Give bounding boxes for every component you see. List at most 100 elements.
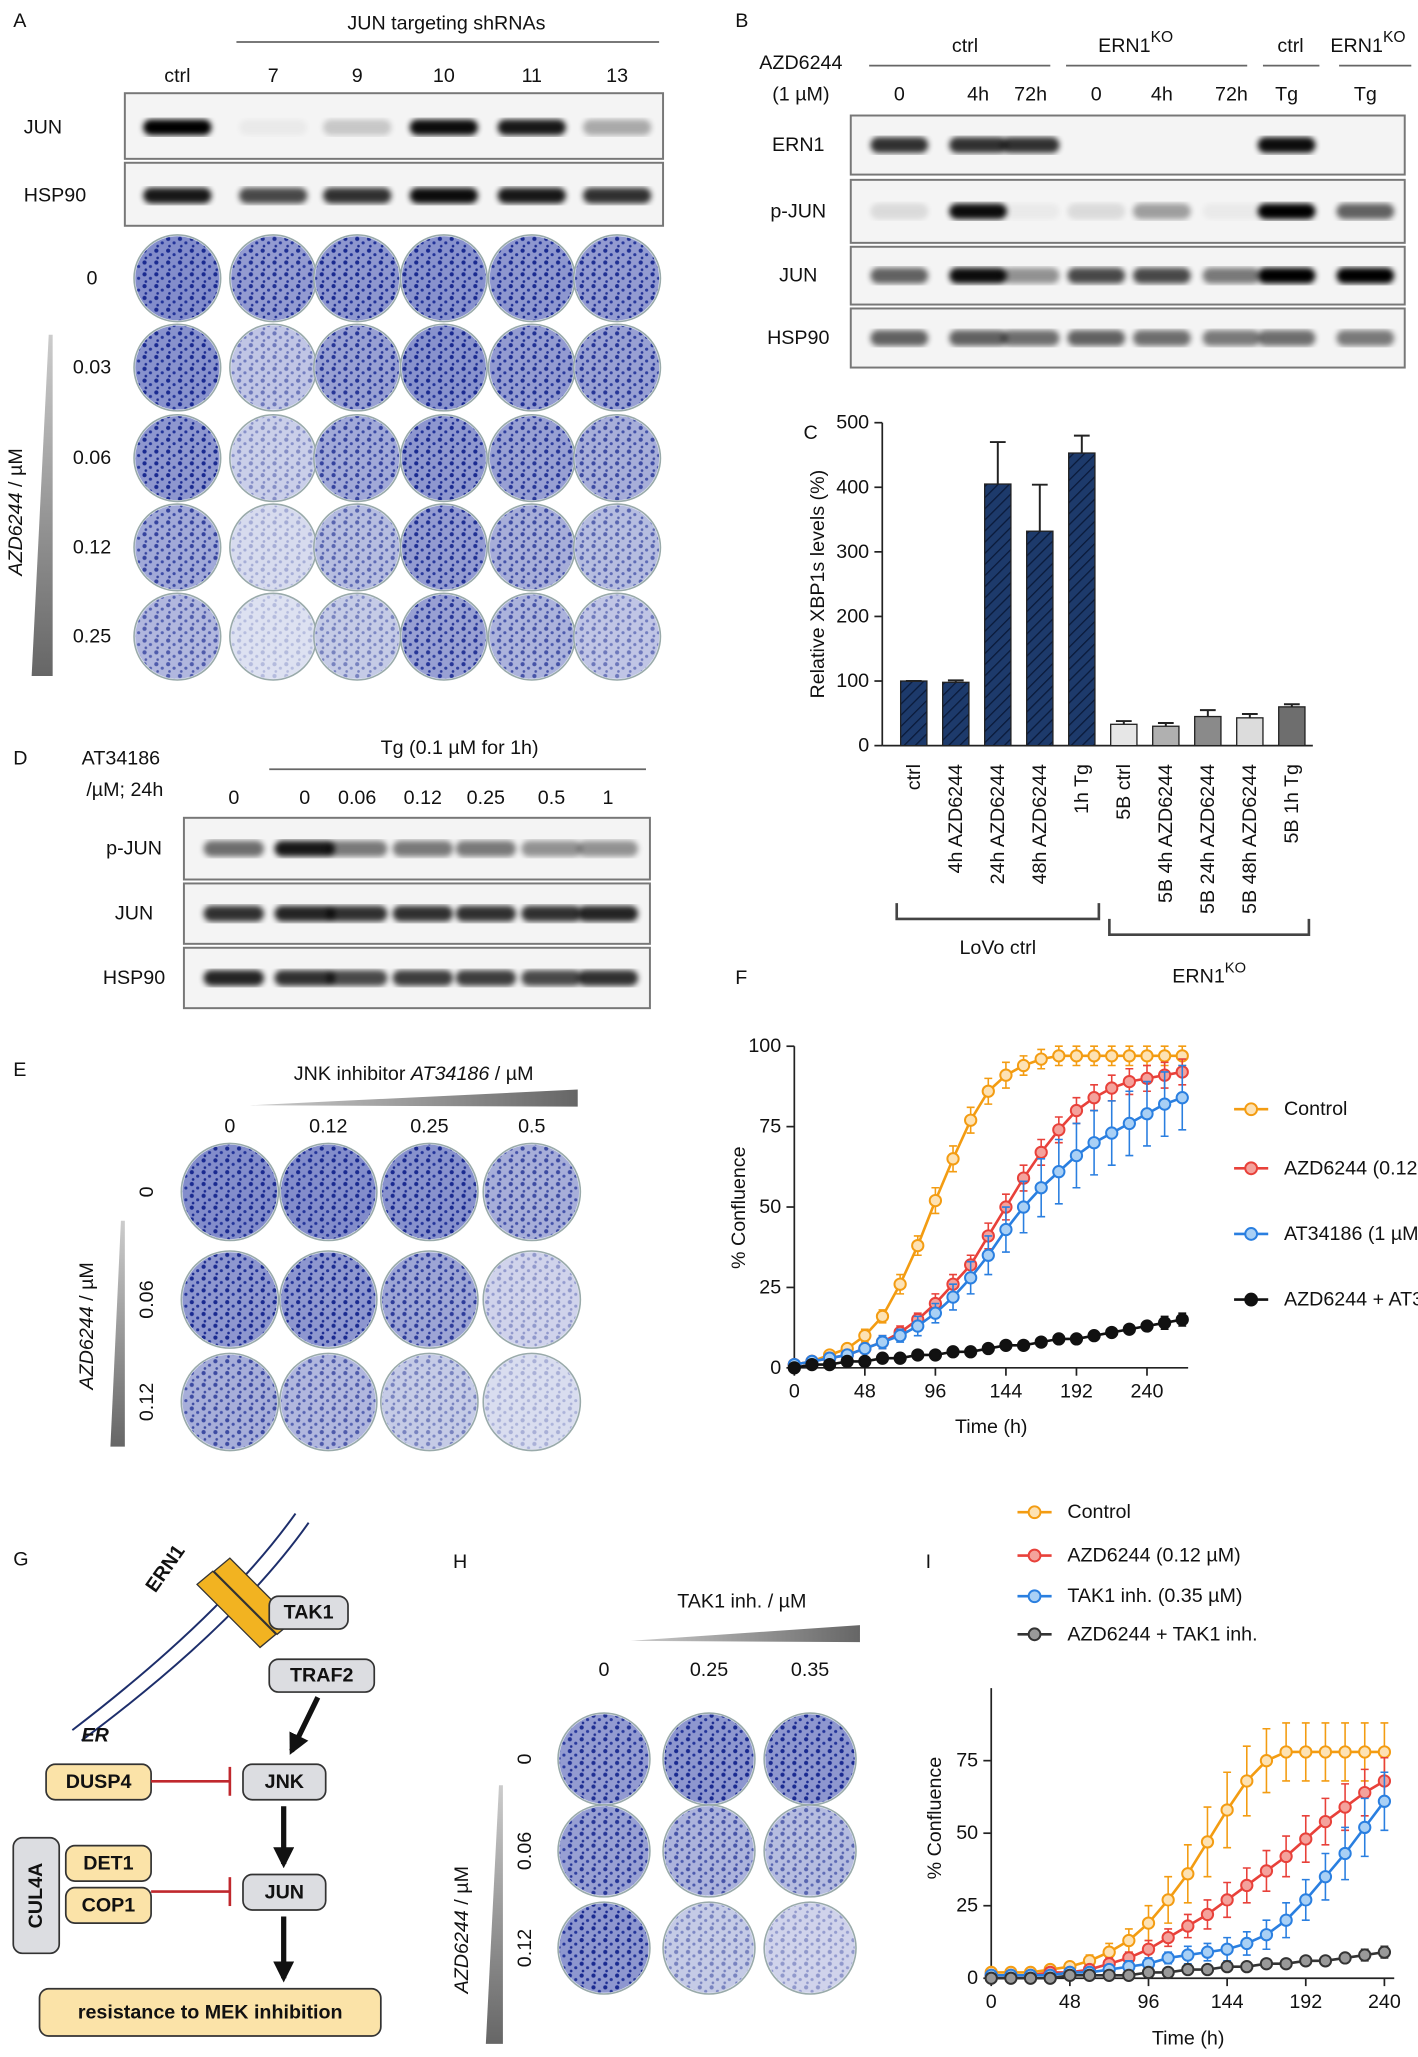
lane-label: 0.06 — [338, 787, 376, 809]
data-point — [1105, 1081, 1119, 1095]
blot-band — [1257, 330, 1316, 346]
colony-speckle — [231, 325, 316, 410]
legend-swatch — [1027, 1627, 1042, 1642]
data-point — [1052, 1049, 1066, 1063]
y-tick-label: 0 — [858, 735, 869, 757]
data-point — [1087, 1136, 1101, 1150]
data-point — [1279, 1849, 1293, 1864]
dose-label: 0.12 — [309, 1115, 347, 1137]
dose-label: 0.06 — [136, 1280, 158, 1318]
dose-label: 0 — [136, 1186, 158, 1197]
blot-band — [582, 119, 652, 136]
blot-band — [1133, 203, 1191, 220]
lane-label: 11 — [522, 65, 542, 87]
blot-band — [392, 970, 454, 986]
colony-speckle — [315, 416, 400, 501]
bar — [1152, 725, 1180, 747]
data-point — [1181, 1948, 1195, 1962]
blot-frame — [849, 245, 1406, 306]
colony-speckle — [575, 594, 660, 679]
data-point — [1141, 1916, 1156, 1930]
data-point — [981, 1341, 995, 1356]
data-point — [858, 1354, 872, 1369]
x-tick-label: 5B ctrl — [1113, 764, 1135, 820]
x-tick-label: 48h AZD6244 — [1029, 764, 1051, 884]
lane-label: 72h — [1215, 84, 1248, 106]
blot-band — [1001, 137, 1060, 153]
lane-label: Tg — [1275, 84, 1298, 106]
legend-label: Control — [1067, 1501, 1130, 1523]
blot-frame — [123, 161, 665, 227]
data-point — [1069, 1332, 1084, 1346]
blot-band — [577, 970, 639, 986]
dose-label: 0.5 — [518, 1115, 545, 1137]
data-point — [1240, 1774, 1254, 1788]
data-point — [1157, 1049, 1172, 1063]
data-point — [1175, 1312, 1189, 1327]
colony-speckle — [559, 1903, 649, 1993]
colony-speckle — [559, 1714, 649, 1804]
y-tick-label: 50 — [956, 1822, 978, 1844]
x-tick-label: 4h AZD6244 — [945, 764, 967, 874]
dose-wedge — [110, 1220, 125, 1447]
data-point — [1279, 1745, 1293, 1759]
colony-speckle — [135, 325, 220, 410]
data-point — [1140, 1319, 1154, 1333]
data-point — [858, 1341, 872, 1356]
data-point — [1338, 1951, 1352, 1965]
node-label: resistance to MEK inhibition — [78, 2001, 343, 2023]
data-point — [1122, 1322, 1136, 1336]
blot-band — [323, 187, 392, 204]
colony-speckle — [489, 594, 574, 679]
colony-speckle — [231, 416, 316, 501]
data-point — [1200, 1835, 1215, 1849]
legend-swatch — [1027, 1548, 1042, 1563]
legend-swatch — [1244, 1227, 1259, 1241]
data-point — [1200, 1907, 1215, 1922]
y-tick-label: 75 — [956, 1750, 978, 1772]
node-box — [268, 1595, 349, 1630]
y-tick-label: 25 — [759, 1276, 781, 1298]
dose-label: 0.12 — [136, 1383, 158, 1421]
series-line — [794, 1070, 1183, 1366]
data-point — [1377, 1794, 1392, 1808]
blot-band — [577, 905, 639, 922]
blot-band — [1133, 330, 1191, 346]
bar — [1110, 723, 1138, 747]
panel-label: E — [13, 1059, 26, 1081]
blot-band — [274, 840, 335, 857]
lane-label: 0.25 — [467, 787, 505, 809]
colony-speckle — [231, 236, 316, 321]
data-point — [1181, 1919, 1195, 1933]
data-point — [911, 1319, 925, 1333]
label: AZD6244 / µM — [451, 1866, 473, 1994]
colony-speckle — [382, 1252, 477, 1347]
blot-band — [327, 905, 388, 922]
node-label: CUL4A — [25, 1863, 47, 1929]
node-label: COP1 — [82, 1894, 136, 1916]
axis-title: Relative XBP1s levels (%) — [807, 470, 829, 699]
membrane — [80, 1522, 310, 1742]
lane-label: 0 — [1091, 84, 1102, 106]
colony-speckle — [664, 1903, 754, 1993]
data-point — [1052, 1332, 1066, 1346]
blot-band — [327, 970, 388, 986]
label: AT34186 — [82, 748, 160, 770]
data-point — [1087, 1329, 1101, 1343]
colony-speckle — [135, 505, 220, 590]
data-point — [1004, 1971, 1018, 1985]
label: AZD6244 / µM — [76, 1262, 98, 1390]
data-point — [1377, 1745, 1392, 1759]
blot-band — [1067, 203, 1126, 220]
panel-label: B — [735, 10, 748, 32]
blot-label: ERN1 — [772, 134, 825, 156]
colony-speckle — [575, 325, 660, 410]
node-box — [64, 1844, 152, 1882]
x-tick-label: 24h AZD6244 — [987, 764, 1009, 884]
bar — [1194, 715, 1222, 747]
blot-band — [1336, 330, 1395, 346]
label: /µM; 24h — [86, 779, 163, 801]
axis-title: % Confluence — [924, 1757, 946, 1880]
